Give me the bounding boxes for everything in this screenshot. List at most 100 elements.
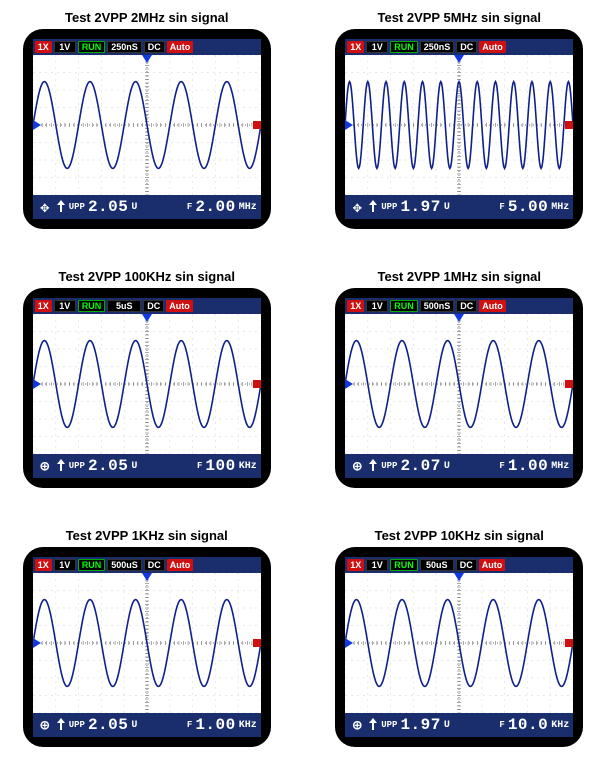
vpp-label: UPP xyxy=(381,202,397,212)
tag-probe: 1X xyxy=(35,559,52,571)
scope-unit: Test 2VPP 1MHz sin signal 1X 1V RUN 500n… xyxy=(331,269,589,488)
freq-unit: MHz xyxy=(551,461,569,472)
freq-label: F xyxy=(187,720,192,730)
tag-auto: Auto xyxy=(167,559,194,571)
scope-screen xyxy=(33,314,261,454)
freq-label: F xyxy=(499,461,504,471)
channel-marker-icon xyxy=(33,379,41,389)
tag-auto: Auto xyxy=(479,300,506,312)
tag-vdiv: 1V xyxy=(54,559,76,571)
mode-icon: ⊕ xyxy=(349,716,365,735)
channel-marker-icon xyxy=(33,638,41,648)
oscilloscope-frame: 1X 1V RUN 5uS DC Auto ⊕ UPP 2.05 U F 100… xyxy=(23,288,271,488)
scope-title: Test 2VPP 1KHz sin signal xyxy=(66,528,228,543)
scope-unit: Test 2VPP 2MHz sin signal 1X 1V RUN 250n… xyxy=(18,10,276,229)
freq-unit: MHz xyxy=(551,202,569,213)
trigger-pos-icon xyxy=(142,55,152,63)
oscilloscope-frame: 1X 1V RUN 500uS DC Auto ⊕ UPP 2.05 U F 1… xyxy=(23,547,271,747)
scope-bottombar: ⊕ UPP 2.05 U F 1.00 KHz xyxy=(33,713,261,737)
rising-edge-icon xyxy=(368,459,378,473)
channel-marker-icon xyxy=(345,638,353,648)
vpp-unit: U xyxy=(131,202,137,213)
tag-probe: 1X xyxy=(347,559,364,571)
freq-label: F xyxy=(499,202,504,212)
vpp-label: UPP xyxy=(69,720,85,730)
scope-unit: Test 2VPP 100KHz sin signal 1X 1V RUN 5u… xyxy=(18,269,276,488)
vpp-unit: U xyxy=(444,720,450,731)
channel-marker-icon xyxy=(33,120,41,130)
scope-bottombar: ⊕ UPP 2.07 U F 1.00 MHz xyxy=(345,454,573,478)
vpp-value: 2.05 xyxy=(88,457,128,475)
freq-value: 2.00 xyxy=(195,198,235,216)
vpp-unit: U xyxy=(444,202,450,213)
vpp-value: 1.97 xyxy=(400,716,440,734)
trigger-pos-icon xyxy=(454,55,464,63)
trigger-pos-icon xyxy=(454,573,464,581)
trigger-level-icon xyxy=(253,639,261,647)
tag-probe: 1X xyxy=(347,300,364,312)
scope-bottombar: ⊕ UPP 1.97 U F 10.0 KHz xyxy=(345,713,573,737)
scope-screen xyxy=(33,573,261,713)
scope-screen xyxy=(345,573,573,713)
scope-title: Test 2VPP 5MHz sin signal xyxy=(377,10,541,25)
tag-vdiv: 1V xyxy=(366,41,388,53)
tag-vdiv: 1V xyxy=(54,41,76,53)
tag-coupling: DC xyxy=(144,41,165,53)
scope-title: Test 2VPP 2MHz sin signal xyxy=(65,10,229,25)
scope-unit: Test 2VPP 5MHz sin signal 1X 1V RUN 250n… xyxy=(331,10,589,229)
tag-coupling: DC xyxy=(456,41,477,53)
channel-marker-icon xyxy=(345,379,353,389)
vpp-value: 1.97 xyxy=(400,198,440,216)
vpp-value: 2.05 xyxy=(88,716,128,734)
vpp-label: UPP xyxy=(69,202,85,212)
oscilloscope-frame: 1X 1V RUN 500nS DC Auto ⊕ UPP 2.07 U F 1… xyxy=(335,288,583,488)
scope-title: Test 2VPP 100KHz sin signal xyxy=(58,269,235,284)
rising-edge-icon xyxy=(368,718,378,732)
scope-bottombar: ✥ UPP 2.05 U F 2.00 MHz xyxy=(33,195,261,219)
tag-coupling: DC xyxy=(456,300,477,312)
tag-auto: Auto xyxy=(479,41,506,53)
tag-coupling: DC xyxy=(456,559,477,571)
mode-icon: ✥ xyxy=(349,198,365,217)
vpp-unit: U xyxy=(131,720,137,731)
trigger-pos-icon xyxy=(142,314,152,322)
freq-value: 1.00 xyxy=(508,457,548,475)
trigger-level-icon xyxy=(565,121,573,129)
freq-unit: KHz xyxy=(551,720,569,731)
scope-topbar: 1X 1V RUN 5uS DC Auto xyxy=(33,298,261,314)
oscilloscope-frame: 1X 1V RUN 50uS DC Auto ⊕ UPP 1.97 U F 10… xyxy=(335,547,583,747)
scope-topbar: 1X 1V RUN 500uS DC Auto xyxy=(33,557,261,573)
tag-tdiv: 500uS xyxy=(107,559,142,571)
tag-auto: Auto xyxy=(167,41,194,53)
rising-edge-icon xyxy=(56,200,66,214)
vpp-value: 2.07 xyxy=(400,457,440,475)
tag-auto: Auto xyxy=(479,559,506,571)
mode-icon: ⊕ xyxy=(37,716,53,735)
trigger-level-icon xyxy=(565,380,573,388)
tag-probe: 1X xyxy=(347,41,364,53)
vpp-unit: U xyxy=(131,461,137,472)
tag-run: RUN xyxy=(390,41,418,53)
scope-topbar: 1X 1V RUN 500nS DC Auto xyxy=(345,298,573,314)
tag-probe: 1X xyxy=(35,41,52,53)
freq-label: F xyxy=(499,720,504,730)
scope-topbar: 1X 1V RUN 250nS DC Auto xyxy=(33,39,261,55)
vpp-label: UPP xyxy=(69,461,85,471)
vpp-label: UPP xyxy=(381,461,397,471)
freq-label: F xyxy=(187,202,192,212)
trigger-level-icon xyxy=(253,121,261,129)
scope-title: Test 2VPP 1MHz sin signal xyxy=(377,269,541,284)
scope-bottombar: ⊕ UPP 2.05 U F 100 KHz xyxy=(33,454,261,478)
rising-edge-icon xyxy=(56,718,66,732)
mode-icon: ⊕ xyxy=(349,457,365,476)
scope-topbar: 1X 1V RUN 50uS DC Auto xyxy=(345,557,573,573)
tag-tdiv: 5uS xyxy=(107,300,141,312)
tag-tdiv: 250nS xyxy=(420,41,455,53)
trigger-level-icon xyxy=(253,380,261,388)
tag-auto: Auto xyxy=(166,300,193,312)
tag-run: RUN xyxy=(78,41,106,53)
scope-screen xyxy=(345,314,573,454)
vpp-value: 2.05 xyxy=(88,198,128,216)
rising-edge-icon xyxy=(368,200,378,214)
tag-coupling: DC xyxy=(144,559,165,571)
